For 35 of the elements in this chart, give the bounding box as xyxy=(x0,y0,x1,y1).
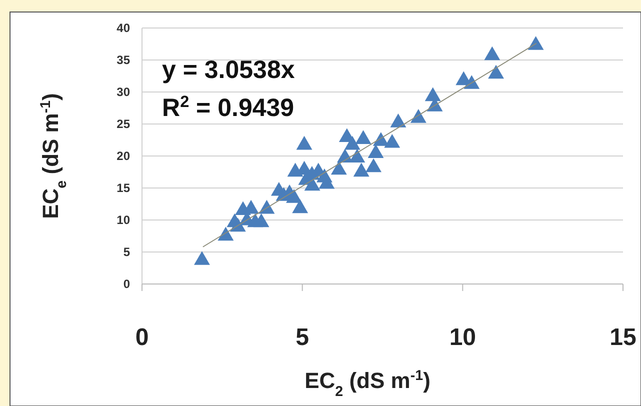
point xyxy=(528,36,544,50)
y-tick-label: 25 xyxy=(116,117,130,132)
x-tick-label: 5 xyxy=(296,324,310,351)
y-tick-label: 20 xyxy=(116,149,130,164)
point xyxy=(424,87,441,102)
point xyxy=(316,168,332,182)
point xyxy=(296,136,312,150)
point xyxy=(410,109,426,123)
point xyxy=(366,158,382,172)
x-tick-label: 15 xyxy=(610,324,636,351)
point xyxy=(368,144,384,158)
point xyxy=(253,213,270,228)
y-tick-label: 15 xyxy=(116,181,130,196)
annotation: R$^{2}$ = 0.9439 xyxy=(162,93,294,122)
point xyxy=(355,130,372,144)
point xyxy=(384,134,400,148)
point xyxy=(330,160,347,175)
point xyxy=(349,148,366,163)
point xyxy=(218,226,234,241)
point xyxy=(484,46,500,60)
x-tick-label: 10 xyxy=(449,324,476,351)
point xyxy=(353,162,370,177)
y-tick-label: 40 xyxy=(116,21,130,36)
annotation: y = 3.0538x xyxy=(162,56,295,84)
x-axis-title: EC$_{2}$ (dS m$^{-1}$) xyxy=(304,368,430,400)
y-tick-label: 0 xyxy=(123,277,130,292)
point xyxy=(390,114,406,128)
y-tick-label: 10 xyxy=(116,213,130,228)
point xyxy=(488,64,504,79)
y-tick-label: 5 xyxy=(123,245,130,260)
y-tick-label: 35 xyxy=(116,53,130,68)
point xyxy=(292,199,308,214)
point xyxy=(194,251,210,265)
point xyxy=(344,136,360,150)
y-tick-label: 30 xyxy=(116,85,130,100)
